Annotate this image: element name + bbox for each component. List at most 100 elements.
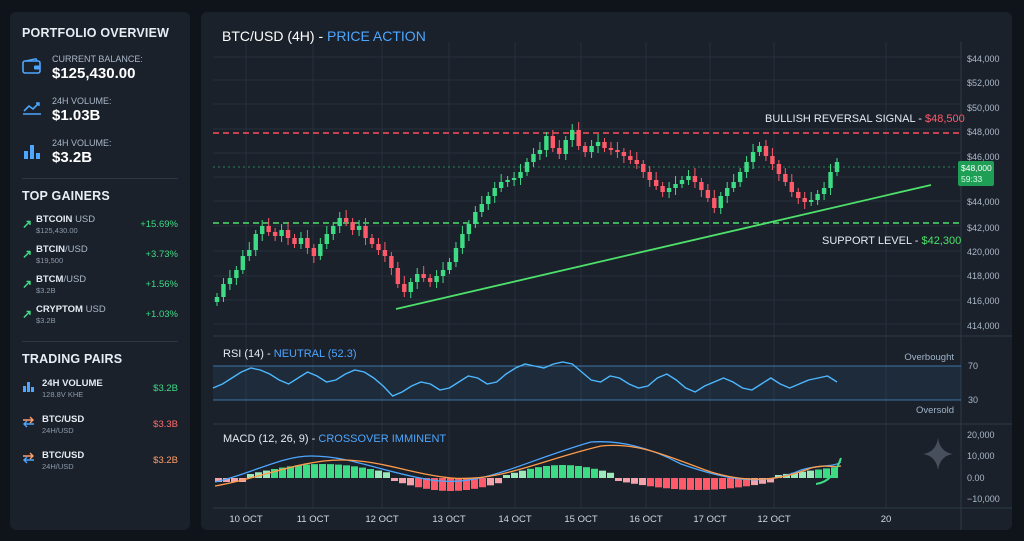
candle-body xyxy=(744,162,749,172)
macd-bar xyxy=(495,478,502,484)
macd-axis-label: 0.00 xyxy=(967,473,985,483)
candle-body xyxy=(331,226,336,234)
candle-body xyxy=(647,172,652,180)
macd-bar xyxy=(407,478,414,486)
chart-grid xyxy=(213,42,961,508)
rsi-overbought-label: Overbought xyxy=(904,352,954,363)
price-chart[interactable]: BULLISH REVERSAL SIGNAL - $48,500 SUPPOR… xyxy=(201,12,1012,530)
candle-body xyxy=(673,184,678,188)
price-axis-label: $48,000 xyxy=(967,127,1000,137)
macd-axis: 20,000 10,000 0.00 −10,000 xyxy=(967,430,1000,504)
gainer-sub: $3.2B xyxy=(36,285,56,295)
candle-body xyxy=(666,188,672,192)
candle-body xyxy=(524,162,530,172)
macd-bar xyxy=(655,478,662,488)
pair-row[interactable]: BTC/USD 24H/USD $3.2B xyxy=(22,442,178,478)
gainer-sub: $125,430.00 xyxy=(36,225,78,235)
candle-body xyxy=(240,256,246,270)
candle-body xyxy=(679,180,685,184)
candle-body xyxy=(311,248,317,256)
macd-bar xyxy=(695,478,702,490)
swap-arrows-icon xyxy=(22,415,38,433)
candle-body xyxy=(498,182,504,188)
macd-bar xyxy=(463,478,470,491)
gainer-pair: /USD xyxy=(65,243,88,255)
macd-axis-label: 20,000 xyxy=(967,430,995,440)
candle-body xyxy=(324,234,329,244)
pair-row[interactable]: BTC/USD 24H/USD $3.3B xyxy=(22,406,178,442)
time-axis-label: 20 xyxy=(881,514,892,525)
candle-body xyxy=(563,140,568,154)
stat-value: $1.03B xyxy=(52,107,101,124)
gainer-row[interactable]: ↗ BTCIN/USD $19,500 +3.73% xyxy=(22,239,178,269)
trend-line-icon xyxy=(22,100,44,121)
candle-body xyxy=(660,186,665,192)
time-axis-label: 13 OCT xyxy=(432,514,465,525)
price-tag xyxy=(958,161,994,186)
macd-bar xyxy=(279,467,286,478)
arrow-up-right-icon: ↗ xyxy=(22,277,33,291)
chart-title: BTC/USD (4H) - PRICE ACTION xyxy=(222,28,426,44)
macd-bar xyxy=(383,472,390,478)
candle-body xyxy=(725,188,730,196)
candle-body xyxy=(595,142,601,146)
pair-name: BTC/USD xyxy=(42,413,85,425)
gainer-change: +3.73% xyxy=(145,248,179,260)
arrow-up-right-icon: ↗ xyxy=(22,307,33,321)
candle-body xyxy=(395,268,401,284)
candle-body xyxy=(376,244,381,250)
time-axis: 10 OCT 11 OCT 12 OCT 13 OCT 14 OCT 15 OCT 16 O… xyxy=(229,514,891,525)
candle-body xyxy=(486,196,491,204)
candle-body xyxy=(531,154,536,162)
gainer-pair: USD xyxy=(85,303,106,315)
macd-bar xyxy=(423,478,430,489)
sidebar: PORTFOLIO OVERVIEW CURRENT BALANCE: $125… xyxy=(10,12,190,530)
candle-body xyxy=(712,198,717,208)
gainer-row[interactable]: ↗ BTCOIN USD $125,430.00 +15.69% xyxy=(22,209,178,239)
title-separator: - xyxy=(314,28,328,44)
candle-body xyxy=(253,234,258,250)
candle-body xyxy=(479,204,484,212)
macd-bar xyxy=(591,468,598,478)
gainer-sub: $3.2B xyxy=(36,315,56,325)
top-gainers-title: TOP GAINERS xyxy=(22,189,110,203)
stat-value: $3.2B xyxy=(52,149,93,166)
candle-body xyxy=(615,150,620,152)
macd-bar xyxy=(759,478,766,484)
candle-body xyxy=(402,284,407,292)
bar-chart-icon xyxy=(22,142,44,165)
candle-body xyxy=(789,182,794,192)
time-axis-label: 14 OCT xyxy=(498,514,531,525)
macd-bar xyxy=(751,478,758,486)
arrow-up-right-icon: ↗ xyxy=(22,247,33,261)
macd-bar xyxy=(391,478,398,481)
chart-subtitle: PRICE ACTION xyxy=(327,28,426,44)
pair-row[interactable]: 24H VOLUME 128.8V KHE $3.2B xyxy=(22,370,178,406)
candle-body xyxy=(731,182,736,188)
time-axis-label: 10 OCT xyxy=(229,514,262,525)
candle-body xyxy=(285,230,291,238)
gainer-row[interactable]: ↗ BTCM/USD $3.2B +1.56% xyxy=(22,269,178,299)
macd-bar xyxy=(351,466,358,478)
gainer-change: +1.56% xyxy=(145,278,179,290)
candle-body xyxy=(221,284,226,297)
macd-bar xyxy=(631,478,638,484)
macd-bar xyxy=(647,478,654,487)
macd-bar xyxy=(583,467,590,478)
macd-bar xyxy=(703,478,710,490)
macd-bar xyxy=(415,478,422,488)
signal-line xyxy=(214,444,842,487)
candle-body xyxy=(576,130,581,146)
candle-body xyxy=(382,250,388,256)
gainer-row[interactable]: ↗ CRYPTOM USD $3.2B +1.03% xyxy=(22,299,178,329)
macd-bar xyxy=(319,464,326,478)
macd-bar xyxy=(559,465,566,478)
macd-axis-label: −10,000 xyxy=(967,494,1000,504)
pair-sub: 24H/USD xyxy=(42,425,74,435)
macd-bar xyxy=(623,478,630,483)
rsi-line xyxy=(212,361,838,397)
gainer-sub: $19,500 xyxy=(36,255,64,265)
candle-body xyxy=(705,190,711,198)
gainer-name: CRYPTOM xyxy=(36,303,83,315)
chart-panel[interactable]: BTC/USD (4H) - PRICE ACTION BULLISH REVE… xyxy=(201,12,1012,530)
